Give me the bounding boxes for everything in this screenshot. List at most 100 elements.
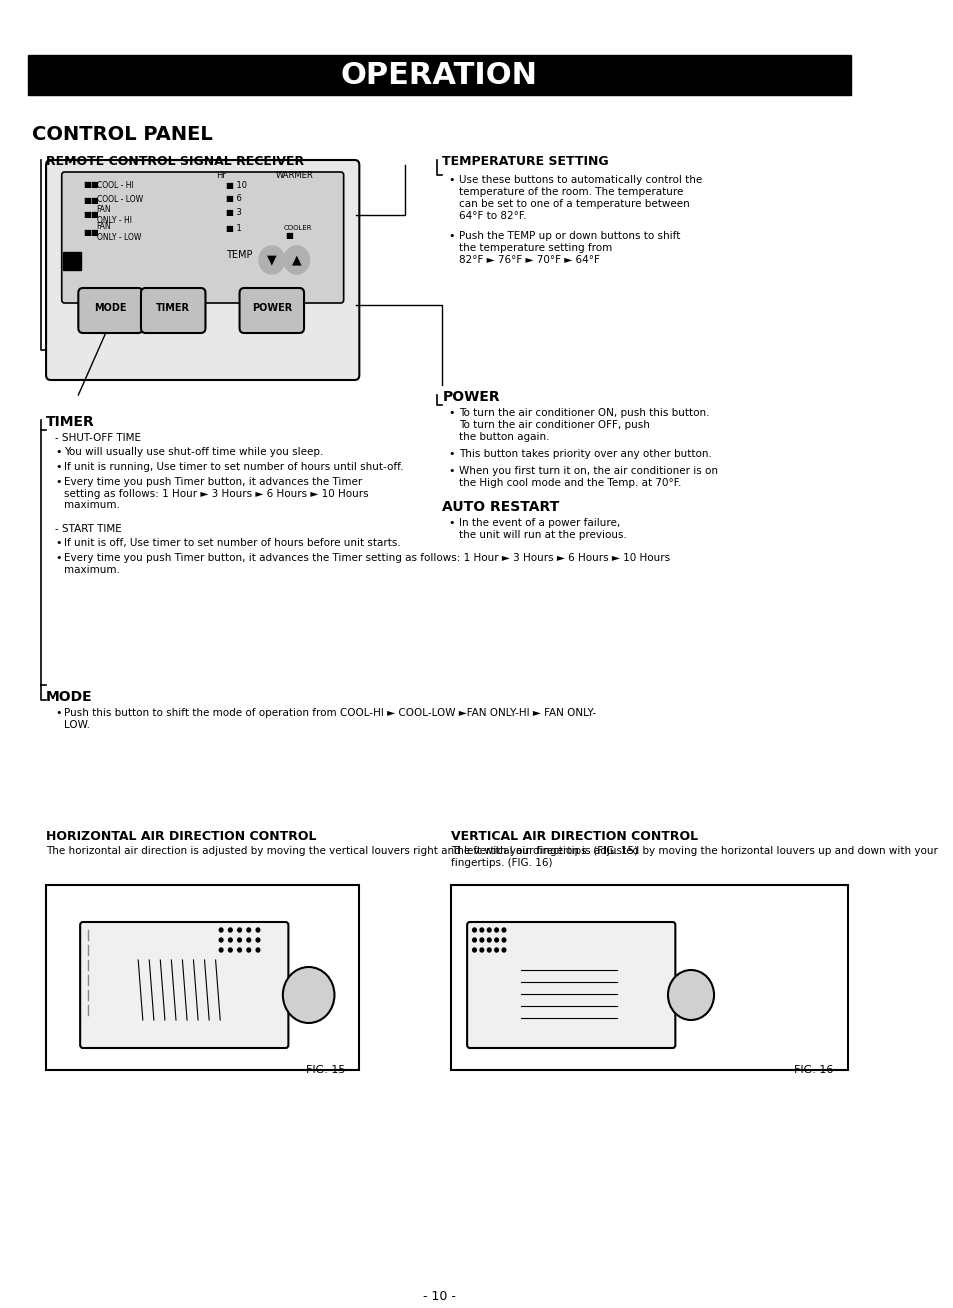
Circle shape bbox=[255, 948, 259, 952]
Text: •: • bbox=[448, 408, 455, 419]
Text: TIMER: TIMER bbox=[46, 415, 94, 429]
Text: You will usually use shut-off time while you sleep.: You will usually use shut-off time while… bbox=[65, 447, 323, 456]
Text: This button takes priority over any other button.: This button takes priority over any othe… bbox=[458, 449, 711, 459]
Text: - SHUT-OFF TIME: - SHUT-OFF TIME bbox=[55, 433, 141, 443]
Text: ■■: ■■ bbox=[83, 195, 98, 204]
Text: •: • bbox=[55, 538, 62, 548]
Text: the unit will run at the previous.: the unit will run at the previous. bbox=[458, 530, 626, 540]
Text: the temperature setting from: the temperature setting from bbox=[458, 243, 612, 252]
Text: •: • bbox=[448, 232, 455, 241]
Text: •: • bbox=[448, 518, 455, 528]
Text: FIG. 16: FIG. 16 bbox=[794, 1065, 833, 1075]
Text: POWER: POWER bbox=[252, 303, 292, 313]
Text: To turn the air conditioner OFF, push: To turn the air conditioner OFF, push bbox=[458, 420, 649, 430]
Circle shape bbox=[487, 938, 491, 942]
Circle shape bbox=[255, 927, 259, 933]
Text: •: • bbox=[55, 708, 62, 718]
Circle shape bbox=[501, 948, 505, 952]
Circle shape bbox=[229, 938, 232, 942]
Text: In the event of a power failure,: In the event of a power failure, bbox=[458, 518, 619, 528]
Text: MODE: MODE bbox=[94, 303, 127, 313]
Text: 82°F ► 76°F ► 70°F ► 64°F: 82°F ► 76°F ► 70°F ► 64°F bbox=[458, 255, 599, 266]
Text: FAN
ONLY - LOW: FAN ONLY - LOW bbox=[96, 222, 141, 242]
Text: CONTROL PANEL: CONTROL PANEL bbox=[32, 126, 213, 144]
Text: the High cool mode and the Temp. at 70°F.: the High cool mode and the Temp. at 70°F… bbox=[458, 477, 680, 488]
Circle shape bbox=[237, 948, 241, 952]
Text: When you first turn it on, the air conditioner is on: When you first turn it on, the air condi… bbox=[458, 466, 717, 476]
Circle shape bbox=[495, 927, 497, 933]
Text: POWER: POWER bbox=[442, 390, 499, 404]
Text: - 10 -: - 10 - bbox=[422, 1290, 456, 1303]
Text: •: • bbox=[448, 449, 455, 459]
Text: •: • bbox=[55, 477, 62, 487]
Text: REMOTE CONTROL SIGNAL RECEIVER: REMOTE CONTROL SIGNAL RECEIVER bbox=[46, 156, 304, 167]
Circle shape bbox=[219, 948, 223, 952]
Text: MODE: MODE bbox=[46, 691, 92, 704]
Circle shape bbox=[479, 927, 483, 933]
Text: Hr: Hr bbox=[216, 171, 226, 181]
Text: If unit is off, Use timer to set number of hours before unit starts.: If unit is off, Use timer to set number … bbox=[65, 538, 401, 548]
Text: •: • bbox=[448, 175, 455, 184]
Text: temperature of the room. The temperature: temperature of the room. The temperature bbox=[458, 187, 682, 198]
FancyBboxPatch shape bbox=[80, 922, 288, 1048]
Text: COOL - LOW: COOL - LOW bbox=[96, 195, 143, 204]
Text: HORIZONTAL AIR DIRECTION CONTROL: HORIZONTAL AIR DIRECTION CONTROL bbox=[46, 831, 316, 842]
Circle shape bbox=[495, 948, 497, 952]
Circle shape bbox=[487, 927, 491, 933]
Text: ■ 6: ■ 6 bbox=[226, 194, 241, 203]
Text: TEMP: TEMP bbox=[226, 250, 253, 260]
Text: 64°F to 82°F.: 64°F to 82°F. bbox=[458, 211, 526, 221]
Circle shape bbox=[472, 927, 476, 933]
FancyBboxPatch shape bbox=[78, 288, 143, 334]
Text: •: • bbox=[55, 553, 62, 562]
FancyBboxPatch shape bbox=[62, 171, 343, 303]
Text: ■■: ■■ bbox=[83, 211, 98, 220]
Text: Push the TEMP up or down buttons to shift: Push the TEMP up or down buttons to shif… bbox=[458, 232, 679, 241]
Circle shape bbox=[219, 927, 223, 933]
Text: FAN
ONLY - HI: FAN ONLY - HI bbox=[96, 205, 132, 225]
Text: To turn the air conditioner ON, push this button.: To turn the air conditioner ON, push thi… bbox=[458, 408, 709, 419]
Circle shape bbox=[247, 927, 251, 933]
Text: ▼: ▼ bbox=[267, 254, 276, 267]
Text: The vertical air direction is adjusted by moving the horizontal louvers up and d: The vertical air direction is adjusted b… bbox=[451, 846, 938, 867]
Circle shape bbox=[282, 967, 335, 1023]
Text: COOLER: COOLER bbox=[283, 225, 312, 232]
Circle shape bbox=[479, 948, 483, 952]
Text: TEMPERATURE SETTING: TEMPERATURE SETTING bbox=[442, 156, 608, 167]
Text: •: • bbox=[55, 462, 62, 472]
FancyBboxPatch shape bbox=[467, 922, 675, 1048]
Bar bbox=[28, 55, 850, 95]
Text: COOL - HI: COOL - HI bbox=[96, 181, 133, 190]
Circle shape bbox=[219, 938, 223, 942]
Circle shape bbox=[501, 938, 505, 942]
Circle shape bbox=[495, 938, 497, 942]
Text: WARMER: WARMER bbox=[275, 171, 314, 181]
Circle shape bbox=[479, 938, 483, 942]
Bar bbox=[46, 886, 359, 1070]
Bar bbox=[451, 886, 847, 1070]
Circle shape bbox=[247, 938, 251, 942]
Text: •: • bbox=[55, 447, 62, 456]
Circle shape bbox=[237, 938, 241, 942]
Text: Use these buttons to automatically control the: Use these buttons to automatically contr… bbox=[458, 175, 701, 184]
Text: OPERATION: OPERATION bbox=[340, 60, 537, 89]
Circle shape bbox=[472, 948, 476, 952]
Text: ■■: ■■ bbox=[83, 228, 98, 237]
Circle shape bbox=[667, 971, 713, 1020]
Text: can be set to one of a temperature between: can be set to one of a temperature betwe… bbox=[458, 199, 689, 209]
Circle shape bbox=[487, 948, 491, 952]
FancyBboxPatch shape bbox=[46, 160, 359, 381]
Circle shape bbox=[247, 948, 251, 952]
Circle shape bbox=[229, 927, 232, 933]
Circle shape bbox=[472, 938, 476, 942]
Text: ▲: ▲ bbox=[292, 254, 301, 267]
Text: Every time you push Timer button, it advances the Timer setting as follows: 1 Ho: Every time you push Timer button, it adv… bbox=[65, 553, 670, 574]
Text: ■ 10: ■ 10 bbox=[226, 181, 247, 190]
Text: ■ 3: ■ 3 bbox=[226, 208, 241, 217]
Text: the button again.: the button again. bbox=[458, 432, 549, 442]
Text: Every time you push Timer button, it advances the Timer
setting as follows: 1 Ho: Every time you push Timer button, it adv… bbox=[65, 477, 369, 510]
Text: ■ 1: ■ 1 bbox=[226, 224, 241, 233]
Text: AUTO RESTART: AUTO RESTART bbox=[442, 500, 558, 514]
Text: FIG. 15: FIG. 15 bbox=[306, 1065, 345, 1075]
Circle shape bbox=[283, 246, 310, 273]
